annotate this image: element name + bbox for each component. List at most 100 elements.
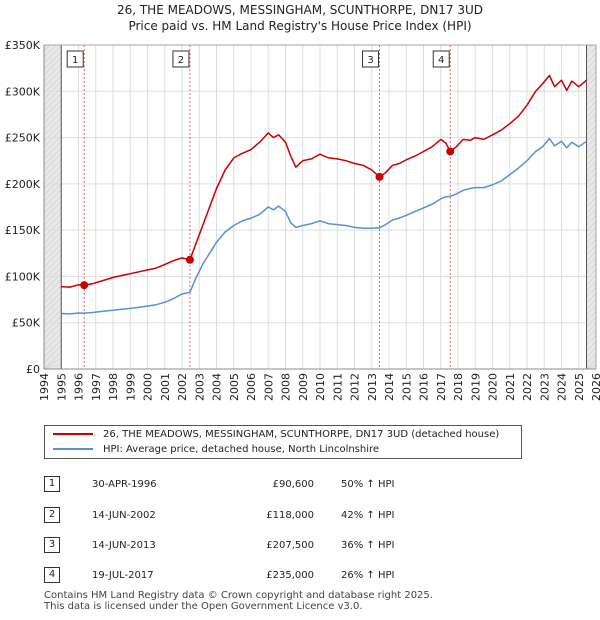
legend-swatch-property [53, 433, 93, 435]
sale-point [80, 281, 89, 290]
x-tick-label: 1994 [38, 373, 51, 401]
x-tick-label: 2016 [418, 373, 431, 401]
x-tick-label: 2017 [435, 373, 448, 401]
hatch-line [43, 345, 62, 364]
hatch-line [586, 233, 597, 244]
hatch-line [586, 287, 597, 298]
sale-number-badge: 4 [44, 567, 60, 583]
x-tick-label: 2014 [383, 373, 396, 401]
hatch-line [586, 149, 597, 160]
hatch-line [586, 95, 597, 106]
hatch-line [43, 285, 62, 304]
hatch-line [586, 209, 597, 220]
hatch-line [43, 117, 62, 136]
hatch-line [586, 155, 597, 166]
sale-point [375, 172, 384, 181]
sale-price: £118,000 [266, 510, 314, 521]
hatch-line [586, 173, 597, 184]
hatch-line [586, 227, 597, 238]
hatch-line [586, 245, 597, 256]
hatch-line [43, 219, 62, 238]
hatch-line [43, 123, 62, 142]
sale-number-badge: 1 [44, 476, 60, 492]
hatch-line [43, 57, 62, 76]
axes [43, 44, 597, 370]
sales-table-row: 2 14-JUN-2002 £118,000 42% ↑ HPI [44, 507, 564, 523]
sale-label-number: 2 [178, 55, 184, 66]
sale-point [185, 255, 194, 264]
hatch-line [586, 239, 597, 250]
sale-label-number: 3 [367, 55, 373, 66]
x-tick-label: 1997 [90, 373, 103, 401]
hatch-line [586, 113, 597, 124]
hatch-line [43, 243, 62, 262]
x-tick-label: 2000 [142, 373, 155, 401]
y-tick-label: £50K [12, 317, 41, 330]
footer-licence: This data is licensed under the Open Gov… [44, 601, 363, 612]
x-tick-label: 2015 [400, 373, 413, 401]
sale-hpi-change: 42% ↑ HPI [341, 510, 395, 521]
x-tick-label: 2001 [159, 373, 172, 401]
legend-item-hpi: HPI: Average price, detached house, Nort… [53, 442, 379, 458]
x-tick-label: 1998 [107, 373, 120, 401]
hatch-line [586, 197, 597, 208]
hatch-line [43, 45, 62, 64]
footer: Contains HM Land Registry data © Crown c… [44, 590, 433, 612]
hatch-line [586, 107, 597, 118]
hatch-line [43, 153, 62, 172]
hatch-line [43, 81, 62, 100]
x-tick-label: 2005 [228, 373, 241, 401]
hatch-line [586, 77, 597, 88]
x-tick-label: 2003 [193, 373, 206, 401]
sale-label-box [362, 50, 380, 68]
sale-price: £207,500 [266, 540, 314, 551]
sale-vertical-lines [60, 45, 588, 369]
hatch-line [43, 63, 62, 82]
x-tick-label: 2007 [262, 373, 275, 401]
hatch-line [43, 363, 62, 370]
hatch-line [586, 311, 597, 322]
hatch-line [43, 237, 62, 256]
hatch-line [43, 255, 62, 274]
x-tick-label: 2023 [538, 373, 551, 401]
sale-price: £90,600 [272, 479, 314, 490]
hatch-line [43, 44, 57, 58]
series-lines [61, 74, 587, 315]
hatch-line [586, 329, 597, 340]
sale-date: 30-APR-1996 [92, 479, 157, 490]
sale-hpi-change: 36% ↑ HPI [341, 540, 395, 551]
hatch-line [586, 59, 597, 70]
hatch-line [43, 339, 62, 358]
series-line-property [61, 74, 587, 288]
hatch-line [43, 75, 62, 94]
x-tick-label: 2008 [280, 373, 293, 401]
hatch-line [43, 225, 62, 244]
x-tick-label: 2025 [573, 373, 586, 401]
hatch-line [43, 309, 62, 328]
x-tick-label: 2024 [556, 373, 569, 401]
hatch-line [586, 347, 597, 358]
hatch-line [43, 297, 62, 316]
sale-label-box [66, 50, 84, 68]
hatch-line [43, 321, 62, 340]
hatch-line [43, 303, 62, 322]
no-data-region [44, 45, 62, 369]
hatch-line [586, 131, 597, 142]
hatch-line [43, 201, 62, 220]
hatch-line [586, 215, 597, 226]
hatch-line [43, 357, 62, 370]
hatch-line [43, 351, 62, 370]
hatch-line [586, 293, 597, 304]
hatch-line [586, 251, 597, 262]
sales-table-row: 1 30-APR-1996 £90,600 50% ↑ HPI [44, 476, 564, 492]
legend-item-property: 26, THE MEADOWS, MESSINGHAM, SCUNTHORPE,… [53, 427, 499, 443]
sales-table-row: 3 14-JUN-2013 £207,500 36% ↑ HPI [44, 537, 564, 553]
hatch-line [586, 161, 597, 172]
hatch-line [586, 191, 597, 202]
x-tick-label: 1996 [73, 373, 86, 401]
hatch-line [43, 315, 62, 334]
x-tick-label: 2004 [211, 373, 224, 401]
legend-label-property: 26, THE MEADOWS, MESSINGHAM, SCUNTHORPE,… [103, 429, 500, 440]
sale-label-boxes: 1 2 3 4 [66, 50, 450, 68]
y-tick-label: £100K [5, 270, 41, 283]
